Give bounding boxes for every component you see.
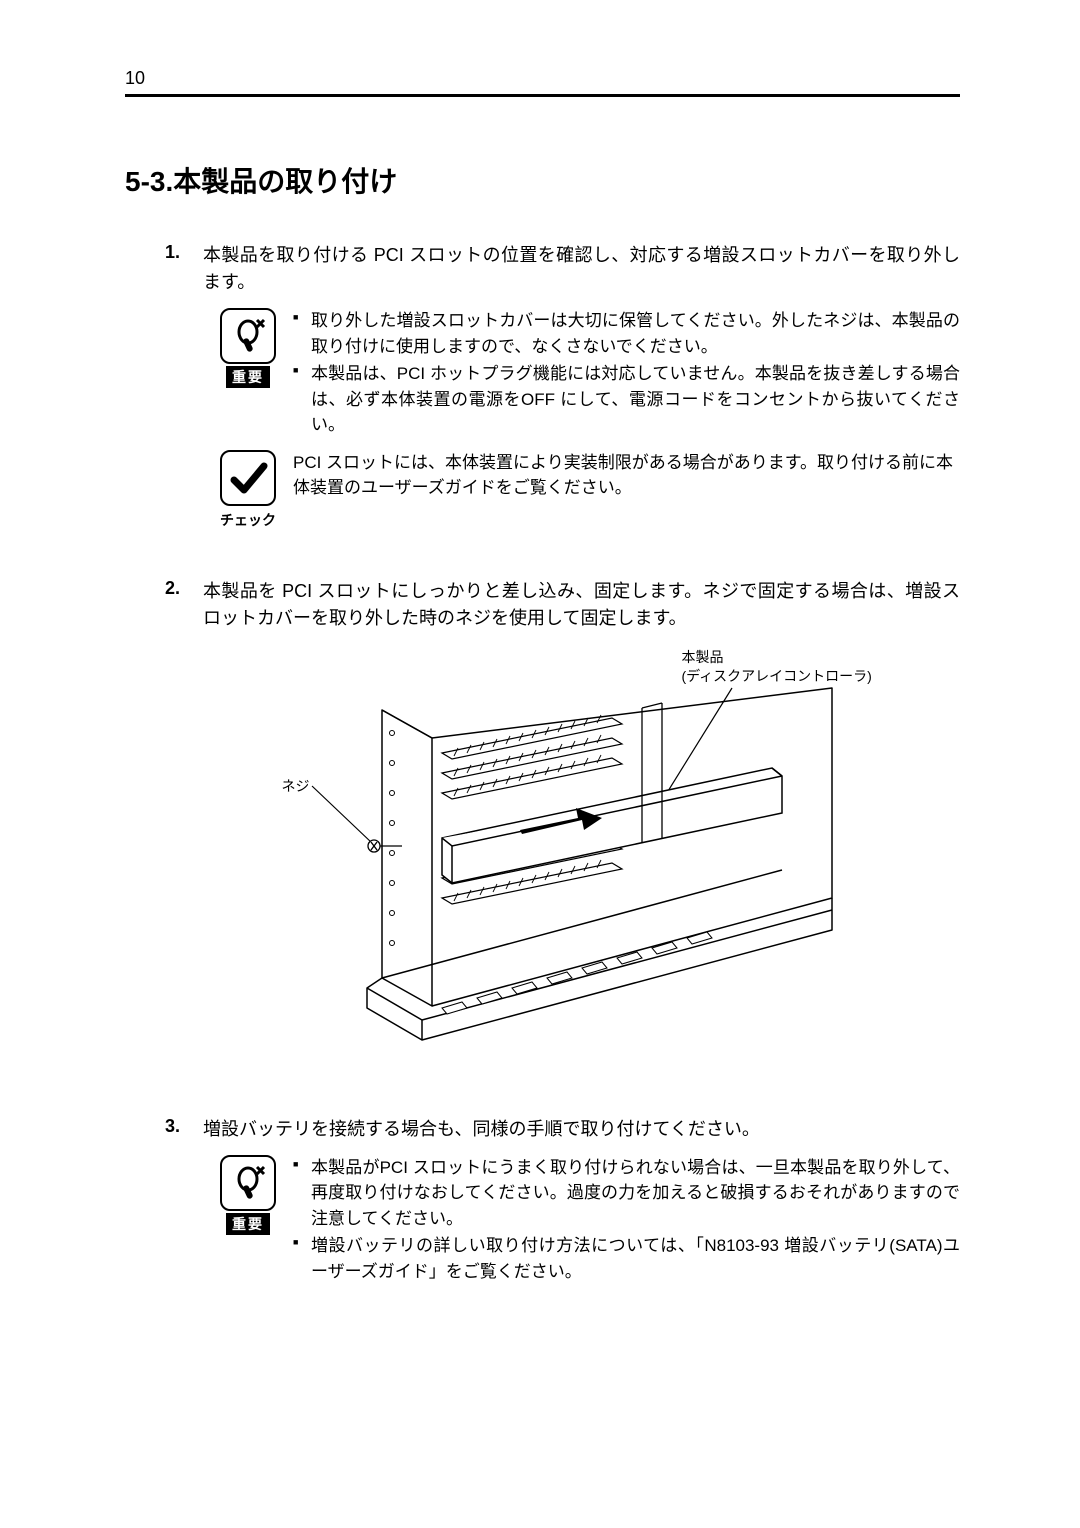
callout-icon-wrap: 重要 xyxy=(203,1155,293,1287)
step-2: 2. 本製品を PCI スロットにしっかりと差し込み、固定します。ネジで固定する… xyxy=(165,578,960,632)
check-icon xyxy=(220,450,276,506)
diagram-label-product: 本製品 (ディスクアレイコントローラ) xyxy=(682,648,872,687)
section-title: 本製品の取り付け xyxy=(173,166,397,197)
important-label: 重要 xyxy=(226,1213,270,1235)
installation-diagram: 本製品 (ディスクアレイコントローラ) ネジ xyxy=(272,648,892,1088)
step-text: 本製品を取り付ける PCI スロットの位置を確認し、対応する増設スロットカバーを… xyxy=(203,242,960,296)
diagram-wrap: 本製品 (ディスクアレイコントローラ) ネジ xyxy=(203,648,960,1088)
step-number: 3. xyxy=(165,1116,203,1143)
section-number: 5-3. xyxy=(125,166,173,197)
callout-body: PCI スロットには、本体装置により実装制限がある場合があります。取り付ける前に… xyxy=(293,450,960,530)
content-area: 5-3.本製品の取り付け 1. 本製品を取り付ける PCI スロットの位置を確認… xyxy=(125,160,960,1296)
list-item: 本製品がPCI スロットにうまく取り付けられない場合は、一旦本製品を取り外して、… xyxy=(293,1155,960,1232)
callout-list: 本製品がPCI スロットにうまく取り付けられない場合は、一旦本製品を取り外して、… xyxy=(293,1155,960,1285)
callout-body: 本製品がPCI スロットにうまく取り付けられない場合は、一旦本製品を取り外して、… xyxy=(293,1155,960,1287)
step-number: 2. xyxy=(165,578,203,632)
step-1: 1. 本製品を取り付ける PCI スロットの位置を確認し、対応する増設スロットカ… xyxy=(165,242,960,296)
page-number: 10 xyxy=(125,68,145,89)
important-callout-2: 重要 本製品がPCI スロットにうまく取り付けられない場合は、一旦本製品を取り外… xyxy=(203,1155,960,1287)
callout-icon-wrap: 重要 xyxy=(203,308,293,440)
callout-body: 取り外した増設スロットカバーは大切に保管してください。外したネジは、本製品の取り… xyxy=(293,308,960,440)
list-item: 本製品は、PCI ホットプラグ機能には対応していません。本製品を抜き差しする場合… xyxy=(293,361,960,438)
section-heading: 5-3.本製品の取り付け xyxy=(125,160,960,200)
list-item: 増設バッテリの詳しい取り付け方法については、「N8103-93 増設バッテリ(S… xyxy=(293,1233,960,1284)
label-product-line1: 本製品 xyxy=(682,649,724,665)
diagram-svg xyxy=(272,648,892,1088)
label-product-line2: (ディスクアレイコントローラ) xyxy=(682,668,872,684)
header-rule xyxy=(125,94,960,97)
check-callout: チェック PCI スロットには、本体装置により実装制限がある場合があります。取り… xyxy=(203,450,960,530)
important-callout-1: 重要 取り外した増設スロットカバーは大切に保管してください。外したネジは、本製品… xyxy=(203,308,960,440)
check-label: チェック xyxy=(220,510,276,530)
step-text: 本製品を PCI スロットにしっかりと差し込み、固定します。ネジで固定する場合は… xyxy=(203,578,960,632)
list-item: 取り外した増設スロットカバーは大切に保管してください。外したネジは、本製品の取り… xyxy=(293,308,960,359)
step-text: 増設バッテリを接続する場合も、同様の手順で取り付けてください。 xyxy=(203,1116,960,1143)
callout-icon-wrap: チェック xyxy=(203,450,293,530)
important-icon xyxy=(220,1155,276,1211)
step-3: 3. 増設バッテリを接続する場合も、同様の手順で取り付けてください。 xyxy=(165,1116,960,1143)
step-number: 1. xyxy=(165,242,203,296)
important-label: 重要 xyxy=(226,366,270,388)
diagram-label-screw: ネジ xyxy=(282,776,310,796)
important-icon xyxy=(220,308,276,364)
callout-list: 取り外した増設スロットカバーは大切に保管してください。外したネジは、本製品の取り… xyxy=(293,308,960,438)
